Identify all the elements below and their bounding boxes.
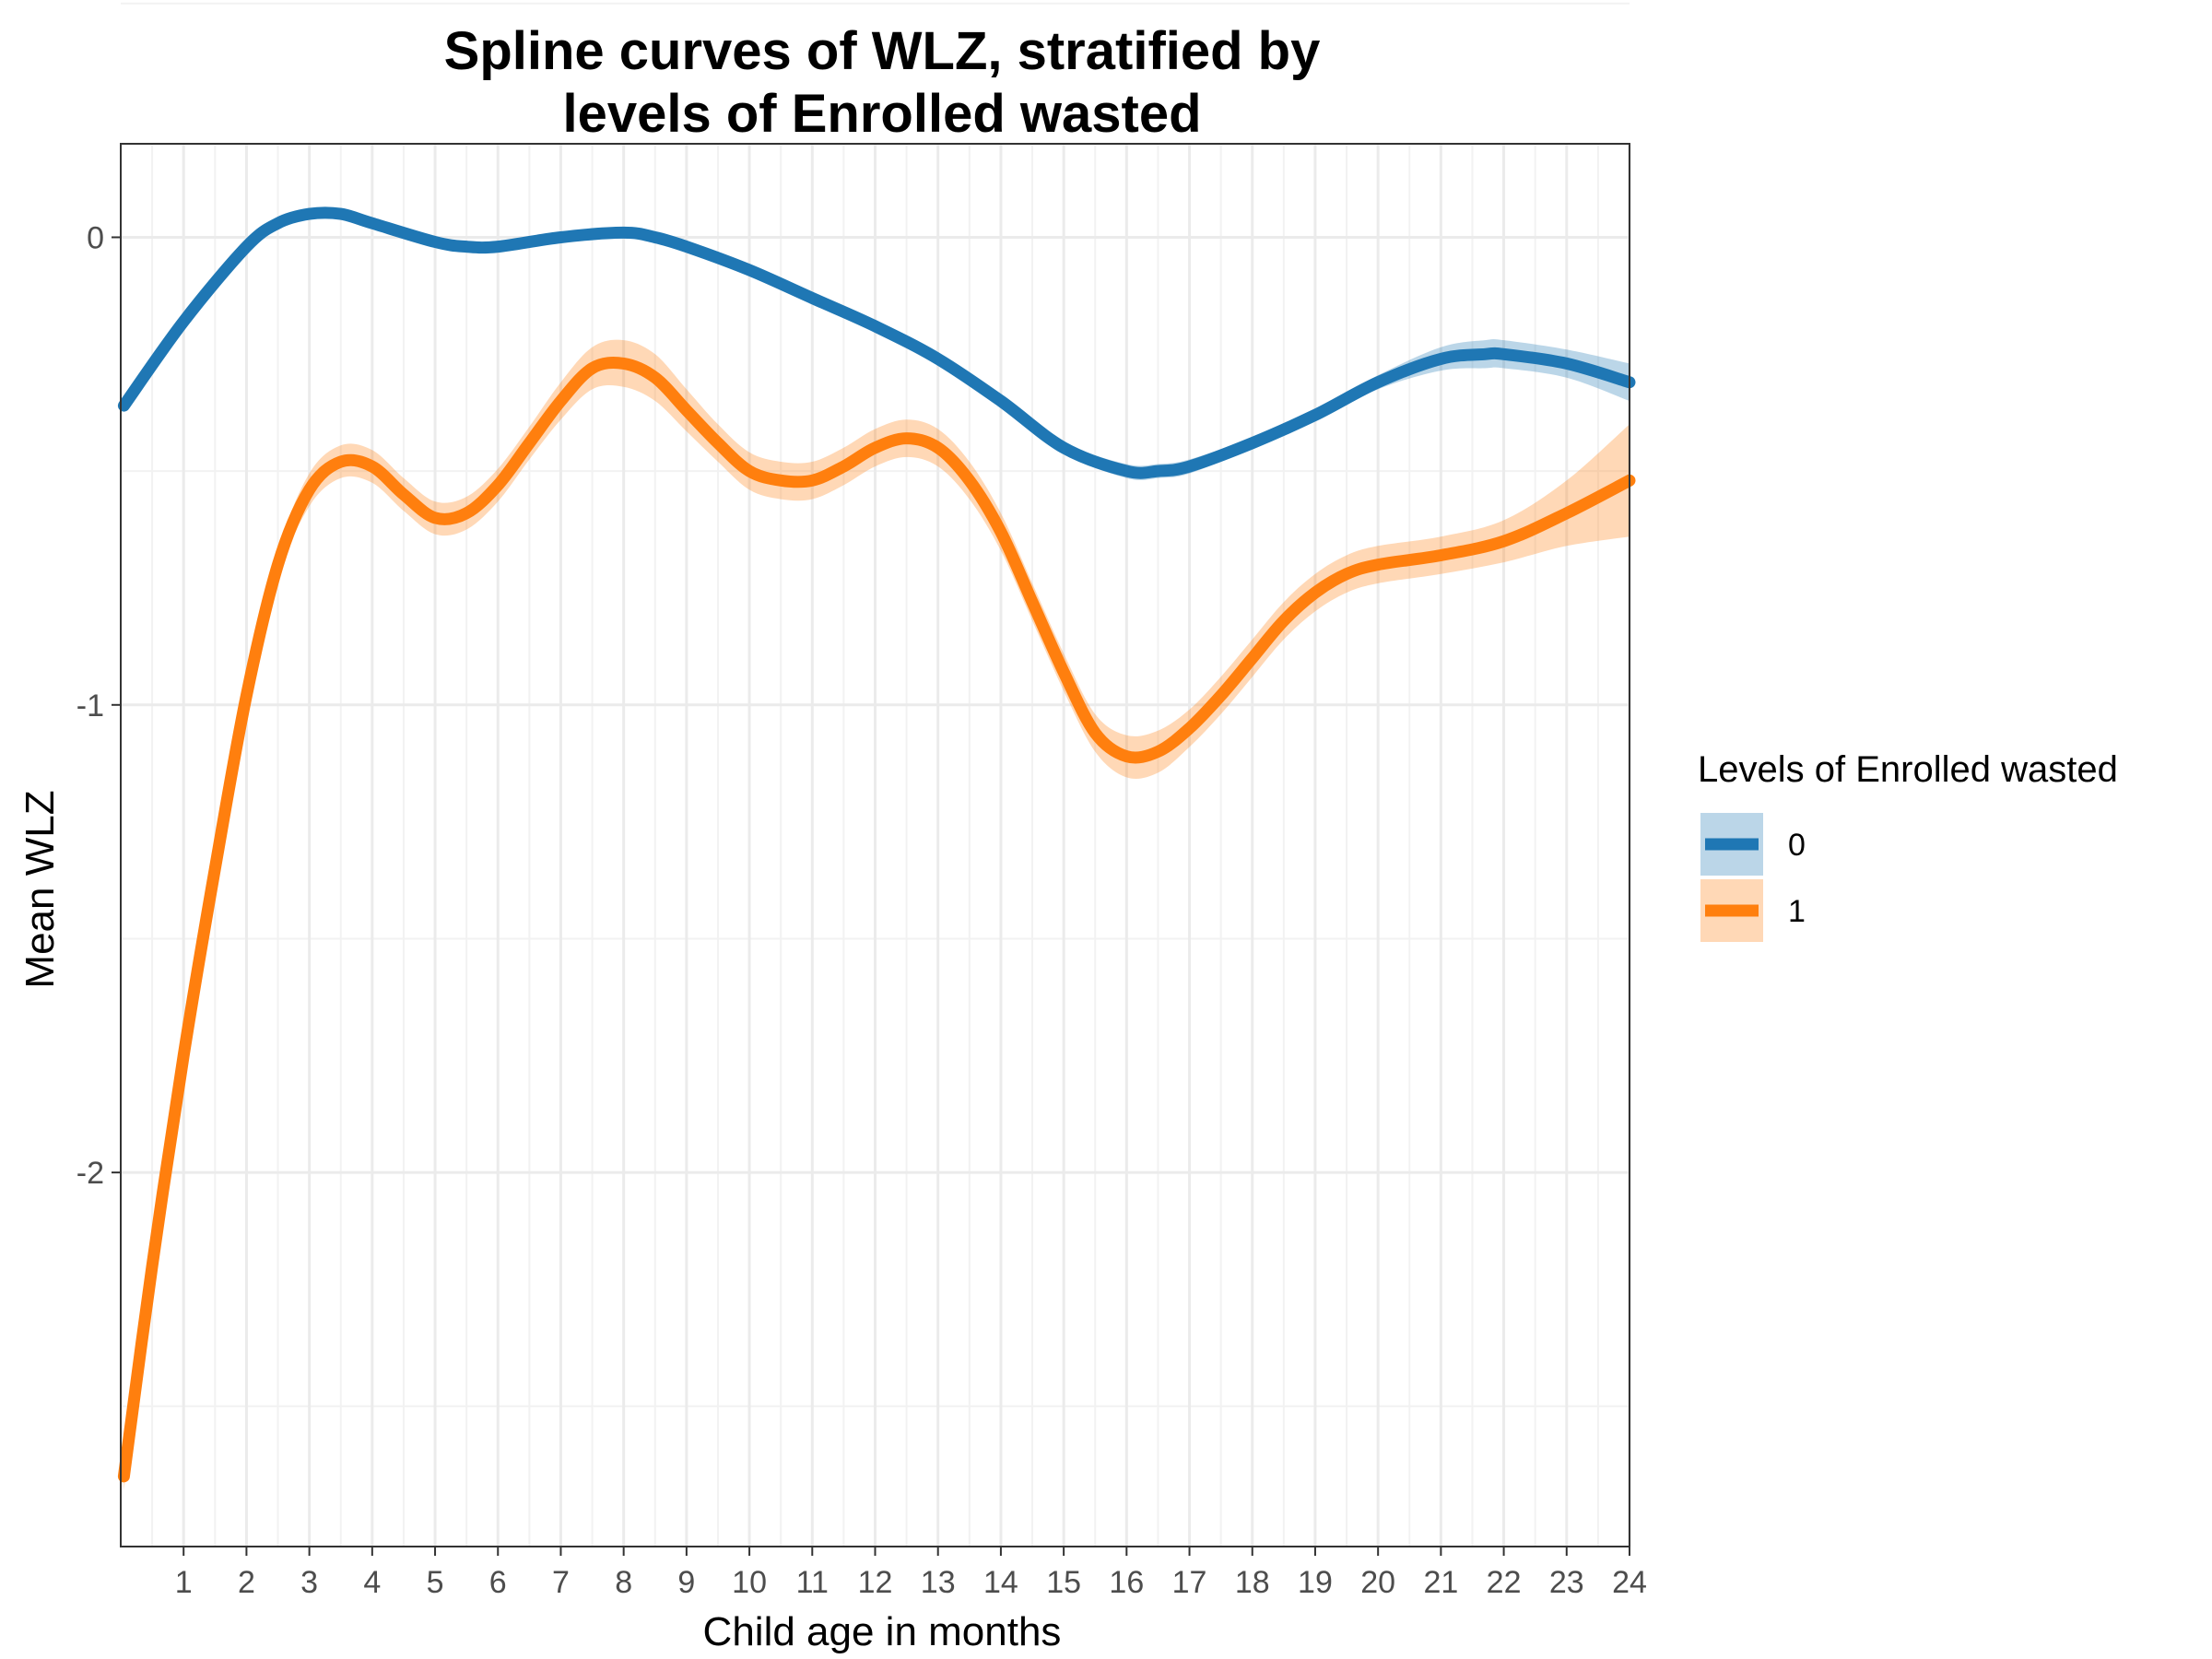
x-tick-label: 21 <box>1423 1565 1458 1600</box>
x-tick-label: 13 <box>921 1565 956 1600</box>
y-tick-label: -2 <box>76 1156 104 1191</box>
series-lines <box>117 206 1636 1483</box>
legend-title: Levels of Enrolled wasted <box>1698 749 2118 790</box>
x-tick-label: 14 <box>983 1565 1018 1600</box>
x-tick-label: 3 <box>300 1565 318 1600</box>
x-tick-label: 18 <box>1235 1565 1270 1600</box>
series-line-1 <box>117 357 1636 1483</box>
x-tick-label: 16 <box>1109 1565 1144 1600</box>
legend-label-1: 1 <box>1788 894 1806 929</box>
chart-title: Spline curves of WLZ, stratified by leve… <box>444 21 1321 144</box>
x-tick-label: 19 <box>1298 1565 1333 1600</box>
x-tick-label: 6 <box>489 1565 507 1600</box>
x-axis-title: Child age in months <box>703 1609 1062 1654</box>
x-tick-label: 10 <box>732 1565 767 1600</box>
x-axis-ticks: 1 2 3 4 5 6 7 8 9 10 11 12 13 14 15 16 17 18 19 20 21 22 23 24 <box>175 1547 1647 1600</box>
x-tick-label: 2 <box>238 1565 255 1600</box>
y-axis-ticks: 0 -1 -2 <box>76 220 121 1191</box>
x-tick-label: 4 <box>363 1565 381 1600</box>
x-tick-label: 15 <box>1046 1565 1081 1600</box>
x-tick-label: 11 <box>796 1565 829 1600</box>
plot-grid <box>121 2 1631 1547</box>
x-tick-label: 24 <box>1612 1565 1647 1600</box>
legend-label-0: 0 <box>1788 828 1806 863</box>
x-tick-label: 23 <box>1549 1565 1584 1600</box>
x-tick-label: 1 <box>175 1565 193 1600</box>
chart-title-line-2: levels of Enrolled wasted <box>563 84 1202 144</box>
y-axis-title: Mean WLZ <box>18 790 63 988</box>
series-line-0 <box>117 206 1636 479</box>
x-tick-label: 7 <box>552 1565 570 1600</box>
x-tick-label: 12 <box>858 1565 893 1600</box>
x-tick-label: 17 <box>1172 1565 1207 1600</box>
legend: Levels of Enrolled wasted 0 1 <box>1698 749 2118 942</box>
chart-title-line-1: Spline curves of WLZ, stratified by <box>444 21 1321 81</box>
x-tick-label: 22 <box>1487 1565 1522 1600</box>
x-tick-label: 8 <box>615 1565 632 1600</box>
x-tick-label: 20 <box>1360 1565 1395 1600</box>
x-tick-label: 5 <box>427 1565 444 1600</box>
y-tick-label: -1 <box>76 688 104 724</box>
y-tick-label: 0 <box>87 220 104 255</box>
x-tick-label: 9 <box>677 1565 695 1600</box>
